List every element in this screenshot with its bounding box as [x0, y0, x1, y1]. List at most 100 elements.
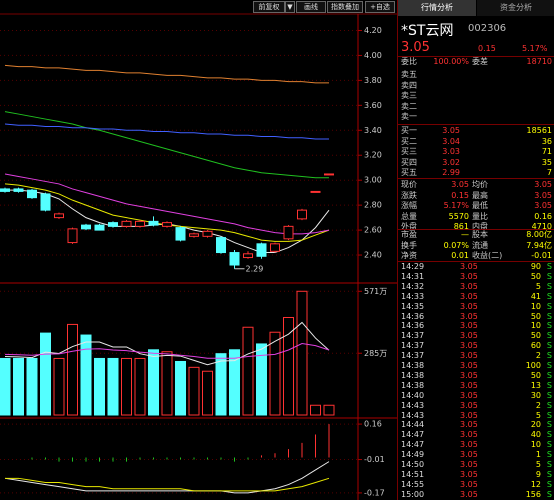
- tick-price: 3.05: [460, 450, 478, 460]
- tick-volume: 40: [530, 430, 541, 440]
- button[interactable]: 画线: [296, 1, 326, 13]
- tick-time: 14:50: [401, 460, 425, 469]
- candle-body: [189, 233, 199, 237]
- tick-time: 14:36: [401, 321, 425, 331]
- candle-body: [0, 188, 10, 192]
- row: 净资 0.01 收益(二) -0.01: [398, 251, 554, 261]
- y-tick-label: 571万: [364, 287, 387, 296]
- tab[interactable]: 资金分析: [477, 0, 554, 16]
- volume-bar: [94, 357, 105, 416]
- tick-volume: 50: [530, 370, 541, 380]
- tick-side: S: [546, 400, 552, 410]
- tab[interactable]: 行情分析: [398, 0, 476, 16]
- row: 委比 100.00% 委差 18710: [398, 57, 554, 67]
- tick-time: 14:55: [401, 479, 425, 489]
- label: 内盘: [472, 222, 488, 231]
- row: 总量 5570 量比 0.16: [398, 212, 554, 222]
- tick-volume: 2: [535, 351, 541, 361]
- row: 卖四: [398, 81, 554, 91]
- y-tick-label: 3.80: [364, 76, 382, 85]
- tick-volume: 5: [535, 281, 541, 291]
- value: 0.16: [534, 211, 552, 221]
- row: 买一 3.05 18561: [398, 126, 554, 136]
- tick-side: S: [546, 450, 552, 460]
- candle-body: [108, 222, 118, 227]
- label: 市盈: [401, 230, 417, 239]
- tick-price: 3.05: [460, 271, 478, 281]
- tick-time: 14:47: [401, 430, 425, 440]
- y-tick-label: 285万: [364, 349, 387, 358]
- volume-bar: [107, 357, 119, 416]
- value: 7.94亿: [526, 240, 552, 250]
- button[interactable]: +自选: [365, 1, 395, 13]
- tick-time: 14:37: [401, 351, 425, 361]
- bid-volume: 18561: [526, 126, 552, 135]
- volume-bar: [269, 331, 281, 416]
- tick-side: S: [546, 281, 552, 291]
- ask-label: 卖四: [401, 80, 417, 90]
- tick-volume: 13: [530, 380, 541, 390]
- volume-bar: [215, 353, 227, 416]
- volume-bar: [310, 404, 321, 416]
- tick-price: 3.05: [460, 400, 478, 410]
- tick-volume: 12: [530, 479, 541, 489]
- candle-body: [148, 220, 159, 226]
- tick-time: 14:32: [401, 281, 425, 291]
- row: 14:44 3.05 20 S: [398, 420, 554, 430]
- tick-time: 14:31: [401, 271, 425, 281]
- button[interactable]: 前复权: [253, 1, 285, 13]
- value: 4710: [531, 222, 552, 231]
- y-tick-label: 0.16: [364, 420, 382, 429]
- tick-side: S: [546, 311, 552, 321]
- label: 委差: [472, 57, 488, 66]
- row: 现价 3.05 均价 3.05: [398, 180, 554, 190]
- value: —: [461, 230, 469, 239]
- tick-side: S: [546, 469, 552, 479]
- row: 15:00 3.05 156 S: [398, 490, 554, 500]
- tick-time: 14:44: [401, 420, 425, 430]
- bid-label: 买一: [401, 126, 417, 135]
- stock-code: 002306: [468, 23, 507, 34]
- candle-body: [270, 243, 280, 252]
- volume-bar: [0, 357, 11, 416]
- bid-price: 3.04: [442, 136, 460, 146]
- label: 涨幅: [401, 201, 417, 210]
- tick-time: 14:38: [401, 361, 425, 370]
- y-tick-label: 3.60: [364, 101, 382, 110]
- tick-time: 14:43: [401, 410, 425, 420]
- candle-body: [297, 209, 307, 220]
- volume-bar: [256, 343, 267, 416]
- label: 收益(二): [472, 251, 503, 260]
- y-tick-label: -0.01: [364, 455, 385, 464]
- volume-bar: [202, 370, 213, 416]
- tick-volume: 30: [530, 390, 541, 400]
- volume-bar: [175, 360, 186, 416]
- tick-price: 3.05: [460, 321, 478, 331]
- tick-price: 3.05: [460, 281, 478, 291]
- candle-body: [243, 253, 253, 259]
- volume-bar: [283, 317, 294, 416]
- label: 换手: [401, 240, 417, 250]
- tick-side: S: [546, 291, 552, 301]
- dropdown-arrow[interactable]: ▼: [285, 1, 295, 13]
- tick-volume: 5: [535, 460, 541, 469]
- tick-time: 14:49: [401, 450, 425, 460]
- label: 股本: [472, 230, 488, 239]
- divider: [398, 124, 554, 125]
- volume-bar: [134, 357, 146, 416]
- bid-volume: 35: [541, 157, 552, 167]
- y-tick-label: 2.60: [364, 226, 382, 235]
- tick-price: 3.05: [460, 390, 478, 400]
- tick-side: S: [546, 420, 552, 430]
- ask-label: 卖二: [401, 101, 417, 111]
- tick-price: 3.05: [460, 301, 478, 311]
- row: 卖一: [398, 112, 554, 122]
- candle-body: [324, 173, 334, 176]
- button[interactable]: 指数叠加: [327, 1, 363, 13]
- candle-body: [162, 222, 172, 227]
- tick-side: S: [546, 489, 552, 499]
- value: 18710: [526, 57, 552, 66]
- dea-line: [5, 477, 330, 492]
- candle-body: [310, 190, 321, 193]
- row: 14:50 3.05 5 S: [398, 460, 554, 470]
